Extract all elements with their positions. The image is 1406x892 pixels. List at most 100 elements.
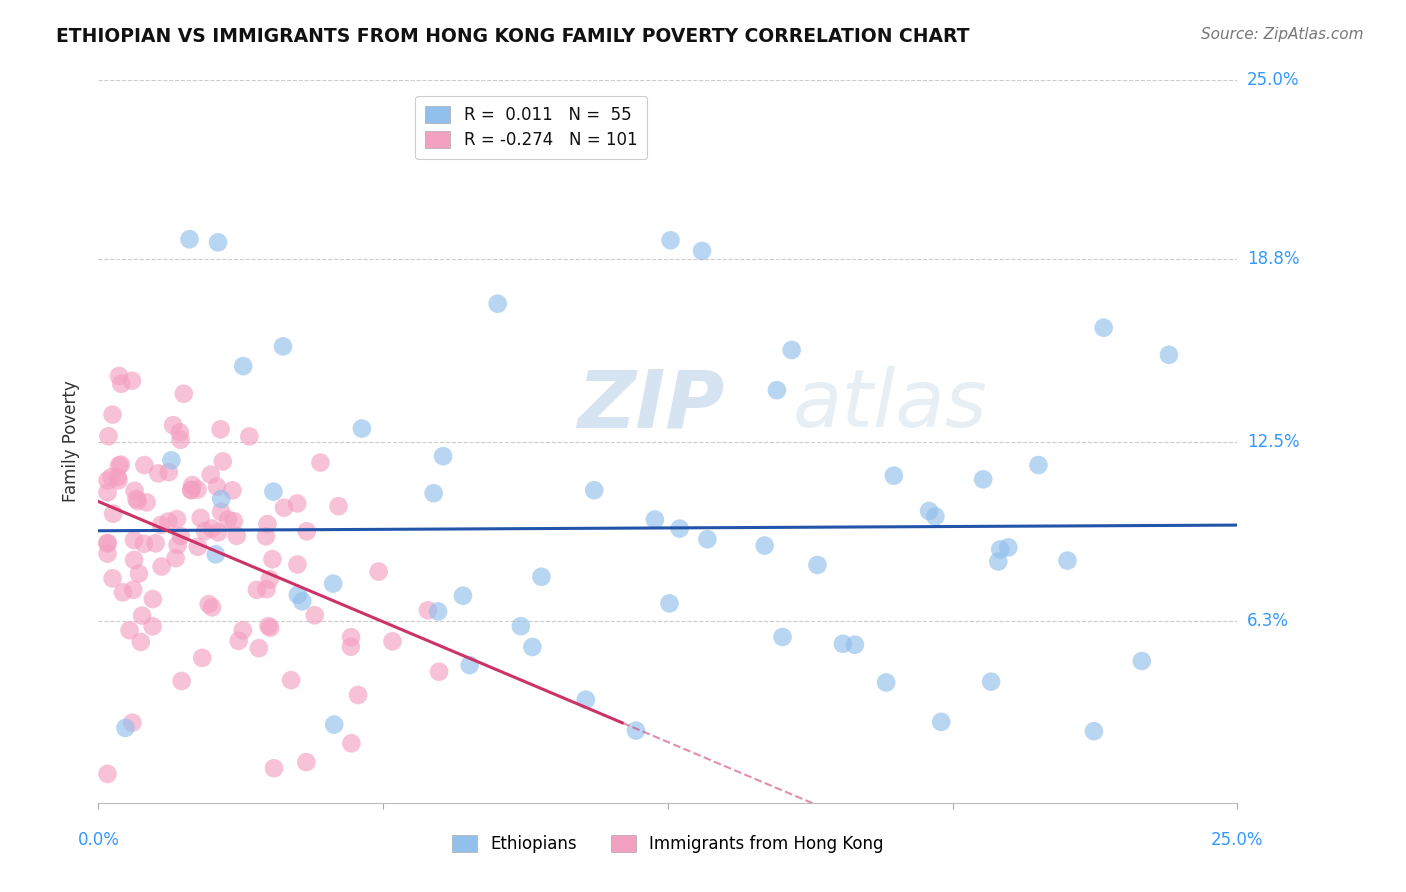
Point [122,582,145,597]
Point [170,673,193,688]
Point [340,736,363,750]
Point [295,755,318,769]
Point [322,576,344,591]
Point [367,565,389,579]
Point [458,658,481,673]
Point [262,484,284,499]
Point [101,571,124,585]
Point [1083,724,1105,739]
Point [997,541,1019,555]
Point [142,619,165,633]
Point [328,499,350,513]
Point [165,551,187,566]
Point [169,433,191,447]
Point [96,536,118,550]
Point [309,456,332,470]
Point [780,343,803,357]
Point [259,621,281,635]
Point [875,675,897,690]
Point [918,504,941,518]
Point [132,537,155,551]
Point [831,637,853,651]
Point [696,532,718,546]
Point [110,376,132,391]
Point [280,673,302,687]
Point [432,449,454,463]
Point [101,507,124,521]
Point [96,485,118,500]
Point [157,465,180,479]
Point [238,429,260,443]
Point [232,359,254,373]
Point [118,624,141,638]
Point [108,368,131,383]
Point [1157,348,1180,362]
Point [129,635,152,649]
Point [121,715,143,730]
Point [204,547,226,561]
Point [125,491,148,506]
Text: atlas: atlas [793,367,988,444]
Point [381,634,404,648]
Point [160,453,183,467]
Point [194,524,217,538]
Point [262,552,284,566]
Point [271,339,294,353]
Point [228,633,250,648]
Point [422,486,444,500]
Point [122,533,145,547]
Legend: Ethiopians, Immigrants from Hong Kong: Ethiopians, Immigrants from Hong Kong [446,828,890,860]
Point [287,588,309,602]
Point [149,517,172,532]
Point [122,553,145,567]
Point [108,458,131,473]
Point [187,483,209,497]
Text: 25.0%: 25.0% [1211,830,1264,848]
Point [101,408,124,422]
Point [844,638,866,652]
Point [96,767,118,781]
Point [209,422,232,436]
Point [209,505,232,519]
Text: Source: ZipAtlas.com: Source: ZipAtlas.com [1201,27,1364,42]
Point [107,473,129,487]
Point [323,717,346,731]
Text: 6.3%: 6.3% [1247,612,1289,630]
Text: ZIP: ZIP [576,367,724,444]
Point [754,539,776,553]
Point [97,429,120,443]
Point [256,517,278,532]
Point [254,529,277,543]
Point [263,761,285,775]
Point [766,383,789,397]
Point [148,467,170,481]
Point [211,454,233,468]
Point [287,558,309,572]
Point [285,496,308,510]
Point [197,597,219,611]
Point [187,540,209,554]
Point [142,592,165,607]
Point [128,566,150,581]
Point [427,604,450,618]
Point [217,513,239,527]
Point [166,538,188,552]
Text: ETHIOPIAN VS IMMIGRANTS FROM HONG KONG FAMILY POVERTY CORRELATION CHART: ETHIOPIAN VS IMMIGRANTS FROM HONG KONG F… [56,27,970,45]
Point [575,692,598,706]
Point [162,418,184,433]
Point [100,470,122,484]
Point [929,714,952,729]
Point [883,468,905,483]
Point [987,554,1010,568]
Point [222,514,245,528]
Point [1056,553,1078,567]
Point [295,524,318,539]
Point [96,536,118,550]
Point [772,630,794,644]
Point [658,596,681,610]
Point [806,558,828,572]
Point [972,472,994,486]
Point [201,600,224,615]
Point [659,233,682,247]
Point [150,559,173,574]
